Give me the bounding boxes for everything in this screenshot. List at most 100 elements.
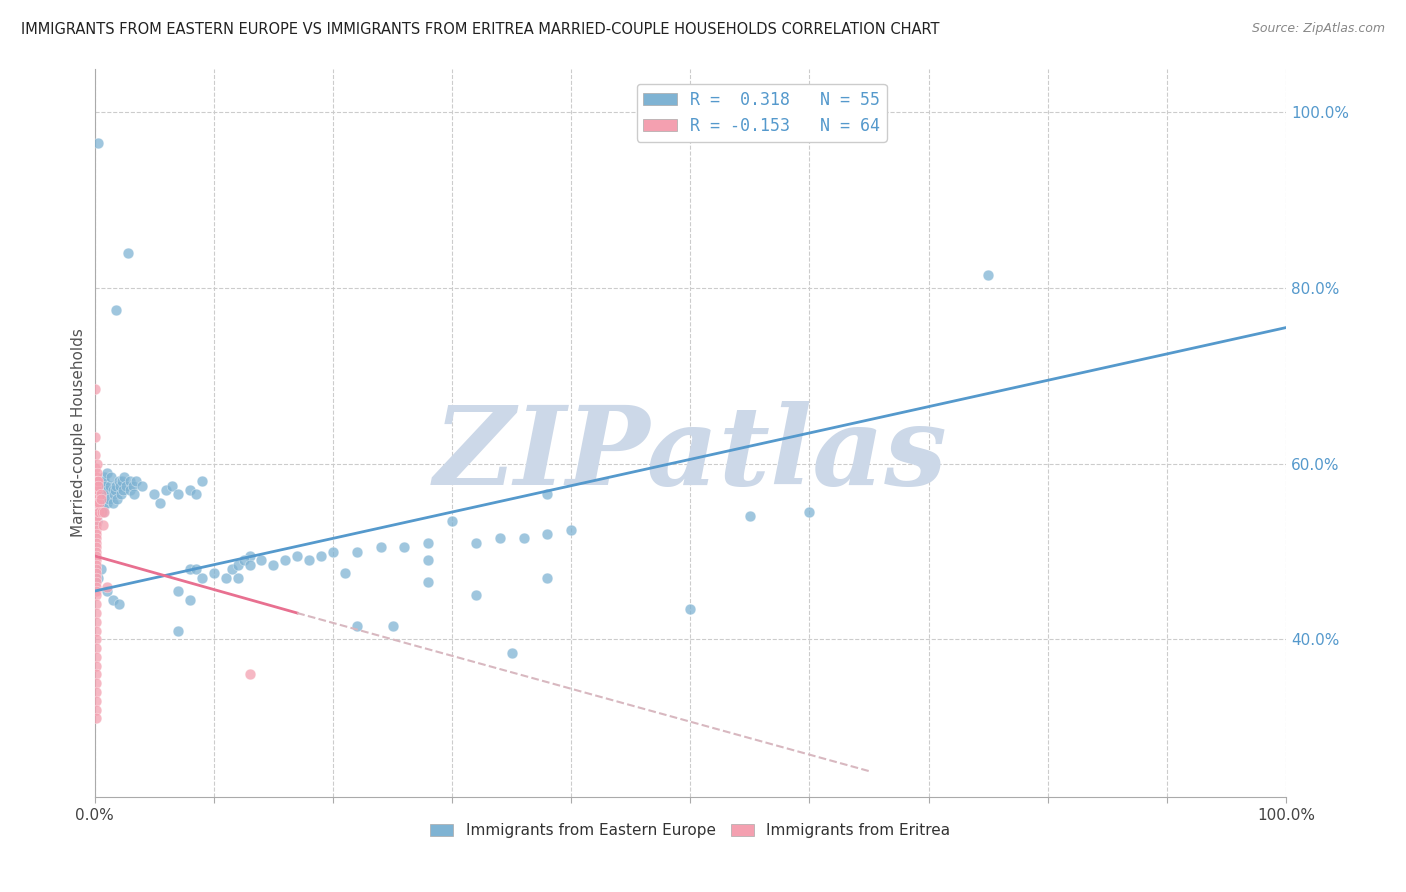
Point [89, 505, 111, 519]
Point [309, 549, 332, 563]
Point [84, 632, 107, 647]
Point [103, 487, 125, 501]
Point [87, 475, 110, 489]
Point [202, 566, 225, 581]
Point [84, 509, 107, 524]
Point [285, 549, 308, 563]
Point [84, 606, 107, 620]
Point [94, 478, 117, 492]
Point [84, 491, 107, 506]
Point [84, 571, 107, 585]
Point [179, 483, 201, 497]
Point [86, 514, 108, 528]
Point [501, 646, 523, 660]
Point [87, 478, 110, 492]
Point [84, 584, 107, 599]
Point [86, 483, 108, 497]
Point [418, 575, 440, 590]
Point [84, 641, 107, 656]
Point [89, 475, 111, 489]
Point [90, 487, 112, 501]
Point [155, 483, 177, 497]
Point [84, 562, 107, 576]
Point [121, 478, 143, 492]
Point [84, 615, 107, 629]
Point [333, 566, 356, 581]
Point [536, 571, 558, 585]
Point [536, 487, 558, 501]
Point [90, 505, 112, 519]
Point [112, 483, 135, 497]
Point [799, 505, 821, 519]
Point [464, 535, 486, 549]
Point [84, 532, 107, 546]
Point [84, 694, 107, 708]
Point [679, 601, 702, 615]
Point [167, 487, 190, 501]
Point [86, 466, 108, 480]
Point [250, 553, 273, 567]
Point [512, 532, 534, 546]
Point [114, 470, 136, 484]
Legend: Immigrants from Eastern Europe, Immigrants from Eritrea: Immigrants from Eastern Europe, Immigran… [425, 817, 956, 845]
Point [84, 711, 107, 725]
Y-axis label: Married-couple Households: Married-couple Households [72, 328, 86, 537]
Point [84, 566, 107, 581]
Point [111, 475, 134, 489]
Point [101, 483, 124, 497]
Point [107, 475, 129, 489]
Point [114, 478, 136, 492]
Point [167, 624, 190, 638]
Point [84, 597, 107, 611]
Point [98, 491, 121, 506]
Point [262, 558, 284, 572]
Point [239, 667, 262, 681]
Point [90, 562, 112, 576]
Point [160, 478, 183, 492]
Point [101, 496, 124, 510]
Point [221, 562, 243, 576]
Point [84, 549, 107, 563]
Point [100, 470, 122, 484]
Point [536, 527, 558, 541]
Point [488, 532, 510, 546]
Point [125, 475, 148, 489]
Point [89, 496, 111, 510]
Point [239, 558, 262, 572]
Point [84, 649, 107, 664]
Point [84, 676, 107, 690]
Point [274, 553, 297, 567]
Point [84, 580, 107, 594]
Point [87, 136, 110, 151]
Point [108, 478, 131, 492]
Point [94, 487, 117, 501]
Point [83, 448, 105, 462]
Point [191, 571, 214, 585]
Point [977, 268, 1000, 282]
Point [84, 544, 107, 558]
Point [117, 246, 139, 260]
Point [84, 496, 107, 510]
Point [239, 549, 262, 563]
Point [84, 518, 107, 533]
Point [84, 624, 107, 638]
Point [98, 478, 121, 492]
Point [90, 491, 112, 506]
Point [298, 553, 321, 567]
Point [91, 518, 114, 533]
Point [322, 544, 344, 558]
Point [184, 562, 207, 576]
Point [84, 487, 107, 501]
Point [143, 487, 166, 501]
Point [86, 509, 108, 524]
Point [84, 685, 107, 699]
Point [86, 457, 108, 471]
Point [394, 540, 416, 554]
Point [84, 505, 107, 519]
Point [96, 496, 118, 510]
Point [84, 575, 107, 590]
Point [101, 592, 124, 607]
Point [96, 584, 118, 599]
Point [84, 540, 107, 554]
Point [84, 523, 107, 537]
